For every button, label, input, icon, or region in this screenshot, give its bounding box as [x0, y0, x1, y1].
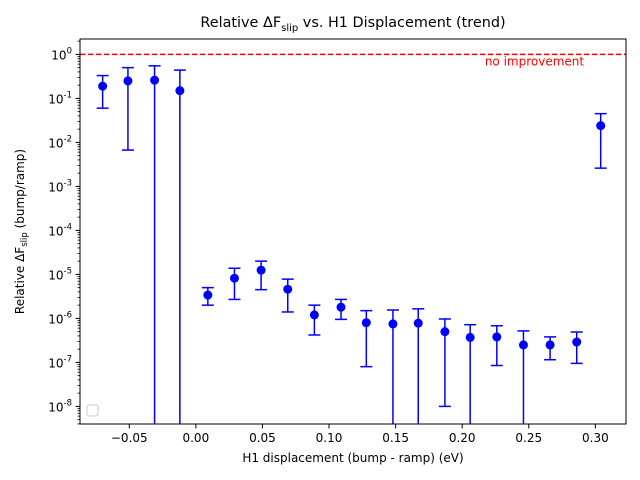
data-point-9 — [336, 302, 346, 312]
y-axis-label: Relative ΔFslip (bump/ramp) — [13, 149, 30, 314]
y-tick-label-5: 10-5 — [48, 266, 72, 282]
data-point-14 — [465, 332, 475, 342]
x-tick-label-7: 0.30 — [582, 431, 609, 445]
data-point-4 — [203, 290, 213, 300]
data-point-10 — [361, 318, 371, 328]
x-tick-label-6: 0.25 — [515, 431, 542, 445]
data-point-5 — [229, 273, 239, 283]
y-tick-label-8: 10-8 — [48, 398, 72, 414]
x-tick-label-5: 0.20 — [449, 431, 476, 445]
x-tick-label-3: 0.10 — [316, 431, 343, 445]
x-axis-label: H1 displacement (bump - ramp) (eV) — [242, 451, 463, 465]
data-point-3 — [175, 86, 185, 96]
chart-title: Relative ΔFslip vs. H1 Displacement (tre… — [200, 15, 505, 34]
x-tick-label-0: −0.05 — [111, 431, 148, 445]
y-tick-label-7: 10-7 — [48, 354, 72, 370]
data-point-8 — [309, 310, 319, 320]
y-tick-label-0: 100 — [51, 46, 72, 62]
data-point-2 — [150, 75, 160, 85]
y-tick-label-6: 10-6 — [48, 310, 72, 326]
data-point-13 — [440, 327, 450, 337]
data-area — [80, 53, 626, 424]
axes-frame — [79, 38, 627, 425]
data-point-17 — [545, 340, 555, 350]
annotation-no-improvement: no improvement — [485, 54, 585, 68]
x-tick-label-2: 0.05 — [249, 431, 276, 445]
data-point-15 — [492, 332, 502, 342]
y-tick-label-4: 10-4 — [48, 222, 72, 238]
y-tick-label-2: 10-2 — [48, 134, 72, 150]
data-point-12 — [413, 318, 423, 328]
data-point-1 — [123, 76, 133, 86]
data-point-0 — [98, 81, 108, 91]
data-point-11 — [388, 319, 398, 329]
x-tick-label-4: 0.15 — [382, 431, 409, 445]
y-tick-label-1: 10-1 — [48, 90, 72, 106]
legend-box — [86, 404, 99, 417]
data-point-19 — [596, 121, 606, 131]
data-point-18 — [572, 337, 582, 347]
data-point-6 — [256, 265, 266, 275]
data-point-16 — [518, 340, 528, 350]
x-tick-label-1: 0.00 — [182, 431, 209, 445]
data-point-7 — [283, 284, 293, 294]
y-tick-label-3: 10-3 — [48, 178, 72, 194]
